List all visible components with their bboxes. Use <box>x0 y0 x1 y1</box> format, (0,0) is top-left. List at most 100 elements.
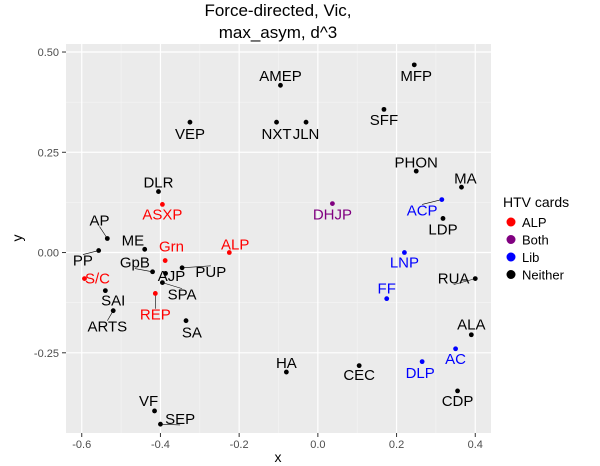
legend: HTV cards ALP Both Lib Neither <box>503 194 569 283</box>
data-point <box>102 288 108 294</box>
data-point <box>459 184 464 190</box>
point-label: ALA <box>457 317 485 334</box>
point-label: AP <box>89 212 109 229</box>
point-label: ASXP <box>142 206 182 223</box>
legend-label: Both <box>522 233 549 248</box>
point-label: PUP <box>195 264 226 281</box>
point-label: SAI <box>101 293 125 310</box>
label-connector <box>182 265 211 269</box>
data-point <box>187 119 193 125</box>
data-point <box>162 258 168 263</box>
chart-title-line-2: max_asym, d^3 <box>219 23 338 42</box>
data-point <box>160 280 165 286</box>
data-point <box>82 276 87 282</box>
x-tick-label: 0.2 <box>389 439 404 451</box>
x-axis-title: x <box>275 449 282 465</box>
point-label: VEP <box>175 126 205 143</box>
point-label: AC <box>445 351 466 368</box>
data-points <box>82 62 478 427</box>
point-label: GpB <box>120 255 150 272</box>
point-label: LDP <box>428 221 457 238</box>
label-connector <box>422 199 442 205</box>
point-label: LNP <box>390 255 419 272</box>
data-point <box>303 119 309 125</box>
data-point <box>283 369 289 375</box>
x-tick-label: 0.4 <box>468 439 483 451</box>
label-connector <box>160 423 181 426</box>
label-connector <box>82 250 99 255</box>
label-connectors <box>82 199 476 426</box>
point-label: CDP <box>442 393 474 410</box>
data-point <box>413 168 419 174</box>
data-point <box>468 332 474 338</box>
legend-label: Lib <box>522 250 539 265</box>
data-point <box>278 82 283 88</box>
y-tick-label: 0.00 <box>38 248 59 260</box>
point-label: RUA <box>438 271 470 288</box>
data-point <box>419 359 425 365</box>
data-point <box>226 250 232 255</box>
data-point <box>453 346 458 352</box>
point-label: HA <box>276 355 297 372</box>
point-label: SEP <box>165 411 195 428</box>
data-point <box>110 308 116 314</box>
point-label: ALP <box>221 237 249 254</box>
data-point <box>411 62 417 68</box>
point-label: REP <box>140 307 171 324</box>
data-point <box>104 236 110 241</box>
legend-title: HTV cards <box>503 194 569 210</box>
point-label: AJP <box>158 268 186 285</box>
point-label: PHON <box>395 154 438 171</box>
legend-key <box>506 252 516 262</box>
label-connector <box>134 268 153 273</box>
point-label: SA <box>182 325 202 342</box>
point-label: ME <box>122 233 145 250</box>
legend-label: ALP <box>522 215 547 230</box>
x-tick-label: -0.2 <box>230 439 249 451</box>
legend-key <box>506 270 516 279</box>
label-connector <box>162 282 183 289</box>
data-point <box>156 189 161 194</box>
point-label: JLN <box>293 126 320 143</box>
y-tick-label: -0.25 <box>34 348 59 360</box>
data-point <box>183 318 189 324</box>
legend-key <box>506 217 516 227</box>
data-point <box>381 106 387 112</box>
grid-lines <box>66 44 491 433</box>
data-point <box>158 421 163 427</box>
point-label: DHJP <box>313 206 352 223</box>
y-axis-title: y <box>9 235 25 242</box>
data-point <box>402 250 407 255</box>
point-label: AMEP <box>259 68 302 85</box>
data-point <box>472 276 478 282</box>
data-point <box>455 388 460 394</box>
data-point <box>384 296 390 302</box>
point-label: S/C <box>85 271 110 288</box>
data-point <box>356 363 362 369</box>
data-point <box>152 408 157 414</box>
point-label: ACP <box>407 202 438 219</box>
data-point <box>440 216 446 221</box>
point-label: MFP <box>400 68 432 85</box>
label-connector <box>453 278 476 285</box>
point-labels: AMEP MFP VEP NXT JLN SFF PHON MA DLR ASXP DHJP ACP L… <box>73 68 486 428</box>
point-label: DLR <box>143 174 173 191</box>
legend-key <box>506 235 516 244</box>
point-label: MA <box>454 170 477 187</box>
data-point <box>163 270 168 276</box>
data-point <box>150 269 155 275</box>
legend-label: Neither <box>522 268 565 283</box>
data-point <box>160 202 165 207</box>
point-label: Grn <box>159 239 184 256</box>
data-point <box>152 291 158 296</box>
x-tick-label: -0.6 <box>72 439 91 451</box>
data-point <box>439 197 445 203</box>
y-tick-label: 0.50 <box>38 47 59 59</box>
data-point <box>330 201 335 207</box>
point-label: PP <box>73 253 93 270</box>
data-point <box>96 248 102 253</box>
point-label: VF <box>139 393 158 410</box>
point-label: NXT <box>262 126 292 143</box>
point-label: ARTS <box>87 319 127 336</box>
